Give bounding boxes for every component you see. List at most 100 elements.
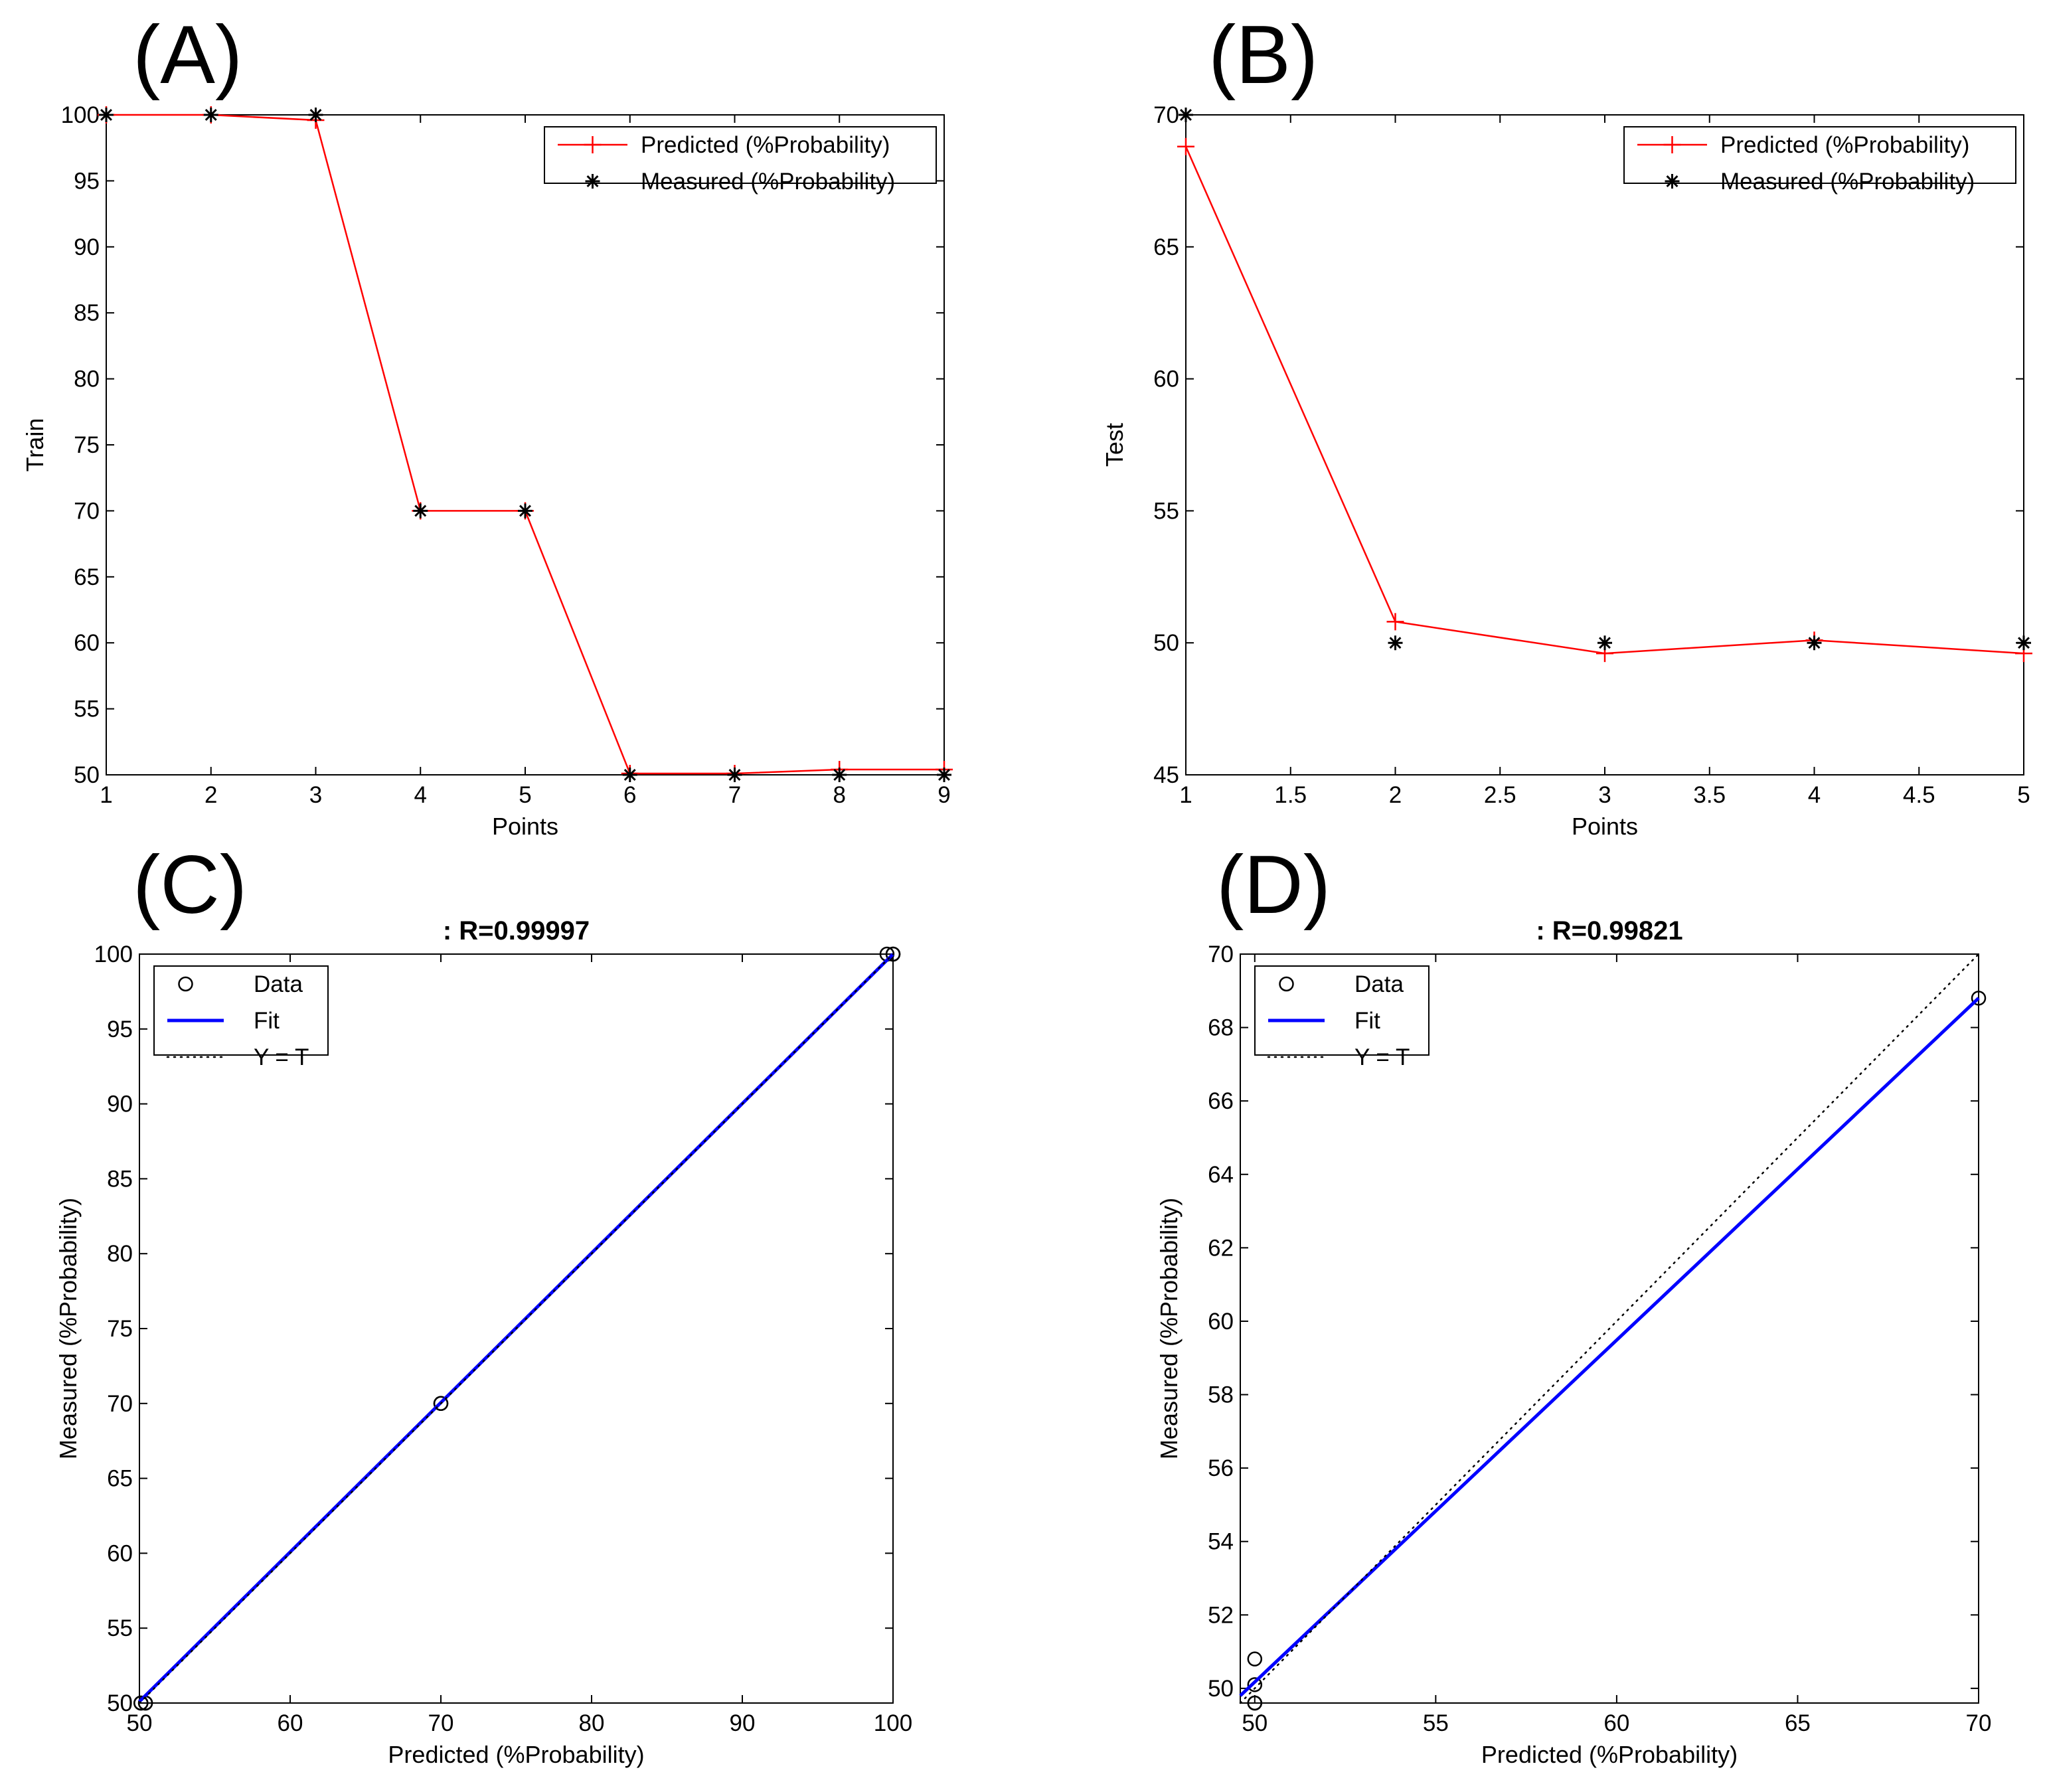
measured-probability-point <box>1179 108 1193 122</box>
predicted-probability-legend-swatch-marker <box>584 136 602 153</box>
y-tick-label: 55 <box>1153 498 1179 524</box>
y-axis-label: Measured (%Probability) <box>54 1198 82 1459</box>
y-tick-label: 55 <box>74 696 100 722</box>
x-tick-label: 4 <box>1808 782 1821 808</box>
y-tick-label: 58 <box>1208 1382 1234 1408</box>
y-tick-label: 70 <box>74 498 100 524</box>
x-axis-label: Predicted (%Probability) <box>1481 1741 1738 1768</box>
x-tick-label: 9 <box>938 782 950 808</box>
x-tick-label: 50 <box>127 1710 153 1736</box>
legend-box <box>1623 126 2016 184</box>
legend-box <box>1254 965 1430 1056</box>
measured-probability-legend-swatch <box>1665 174 1680 189</box>
y-tick-label: 50 <box>1153 630 1179 656</box>
legend: Data Fit Y = T <box>153 965 329 1070</box>
x-tick-label: 2 <box>1389 782 1402 808</box>
x-tick-label: 6 <box>623 782 636 808</box>
series-layer <box>98 106 953 783</box>
panel-label: (C) <box>133 839 247 931</box>
y-tick-label: 60 <box>107 1540 133 1566</box>
x-tick-label: 60 <box>278 1710 303 1736</box>
measured-probability-point <box>1807 635 1822 651</box>
x-tick-label: 8 <box>833 782 846 808</box>
x-tick-label: 4.5 <box>1903 782 1935 808</box>
panel-a: (A) 1 2 3 4 5 6 7 8 9 50 55 60 65 70 75 80 85 90 95 100 Point… <box>21 9 953 840</box>
series-layer <box>133 946 901 1711</box>
legend-label: Data <box>254 971 303 997</box>
y-tick-label: 75 <box>74 432 100 458</box>
series-layer <box>1239 953 1987 1711</box>
panel-b: (B) 1 1.5 2 2.5 3 3.5 4 4.5 5 45 50 55 60 65 70 Points Te… <box>1101 9 2032 840</box>
x-tick-label: 90 <box>730 1710 756 1736</box>
predicted-probability-legend-swatch-marker <box>1663 136 1681 153</box>
y-tick-label: 70 <box>1208 941 1234 967</box>
data-point <box>885 946 901 962</box>
y-tick-label: 85 <box>107 1166 133 1192</box>
legend: Predicted (%Probability) Measured (%Proba… <box>544 126 937 195</box>
y-tick-label: 85 <box>74 300 100 326</box>
predicted-probability-point <box>1177 137 1194 155</box>
x-tick-label: 2.5 <box>1484 782 1516 808</box>
y-axis-label: Test <box>1101 423 1128 467</box>
data-point <box>1247 1651 1263 1667</box>
x-tick-label: 60 <box>1603 1710 1629 1736</box>
x-tick-label: 80 <box>579 1710 605 1736</box>
legend-label: Data <box>1354 971 1404 997</box>
y-tick-label: 50 <box>1208 1676 1234 1702</box>
y-tick-label: 100 <box>94 941 133 967</box>
x-tick-label: 55 <box>1423 1710 1449 1736</box>
y-tick-label: 90 <box>74 234 100 260</box>
data-point <box>433 1396 449 1412</box>
chart-title: : R=0.99821 <box>1536 916 1682 945</box>
plot-area <box>106 114 945 775</box>
y-tick-label: 65 <box>1153 234 1179 260</box>
measured-probability-point <box>518 503 532 519</box>
x-tick-label: 3.5 <box>1693 782 1726 808</box>
chart-title: : R=0.99997 <box>443 916 590 945</box>
measured-probability-point <box>832 768 847 782</box>
x-tick-label: 3 <box>309 782 322 808</box>
measured-probability-point <box>99 108 114 122</box>
y-tick-label: 60 <box>1153 367 1179 392</box>
y-tick-label: 80 <box>107 1241 133 1267</box>
x-tick-label: 5 <box>519 782 531 808</box>
y-tick-label: 64 <box>1208 1162 1234 1188</box>
panel-d: (D): R=0.99821 50 55 60 65 70 50 52 54 56 58 60 62 64… <box>1155 839 1991 1768</box>
y-tick-label: 70 <box>1153 102 1179 128</box>
y-tick-label: 50 <box>74 762 100 788</box>
x-tick-label: 1 <box>1179 782 1192 808</box>
measured-probability-point <box>1388 635 1403 651</box>
y-tick-label: 95 <box>107 1017 133 1042</box>
x-tick-label: 2 <box>204 782 217 808</box>
panel-label: (B) <box>1208 9 1318 101</box>
legend-label: Y = T <box>254 1044 309 1070</box>
panel-c: (C): R=0.99997 50 60 70 80 90 100 50 55 60 65 70 75 8… <box>54 839 912 1768</box>
identity-line <box>1239 953 1980 1704</box>
x-axis-label: Points <box>492 813 558 840</box>
measured-probability-point <box>413 503 428 519</box>
x-tick-label: 70 <box>428 1710 454 1736</box>
data-legend-swatch <box>178 976 193 992</box>
y-tick-label: 68 <box>1208 1015 1234 1041</box>
y-tick-label: 66 <box>1208 1088 1234 1114</box>
x-tick-label: 3 <box>1598 782 1611 808</box>
y-tick-label: 90 <box>107 1092 133 1117</box>
y-tick-label: 60 <box>1208 1309 1234 1335</box>
legend-label: Predicted (%Probability) <box>1720 132 1969 158</box>
y-tick-label: 52 <box>1208 1602 1234 1628</box>
y-axis-label: Train <box>21 418 48 472</box>
measured-probability-point <box>2016 635 2031 651</box>
x-tick-label: 7 <box>728 782 741 808</box>
identity-line <box>138 953 894 1704</box>
data-legend-swatch <box>1279 976 1294 992</box>
measured-probability-legend-swatch <box>585 174 600 189</box>
y-tick-label: 56 <box>1208 1455 1234 1481</box>
measured-probability-point <box>937 768 951 782</box>
y-tick-label: 55 <box>107 1615 133 1641</box>
panel-label: (D) <box>1216 839 1331 931</box>
measured-probability-point <box>1597 635 1612 651</box>
y-tick-label: 95 <box>74 168 100 194</box>
x-tick-label: 4 <box>414 782 427 808</box>
y-tick-label: 45 <box>1153 762 1179 788</box>
